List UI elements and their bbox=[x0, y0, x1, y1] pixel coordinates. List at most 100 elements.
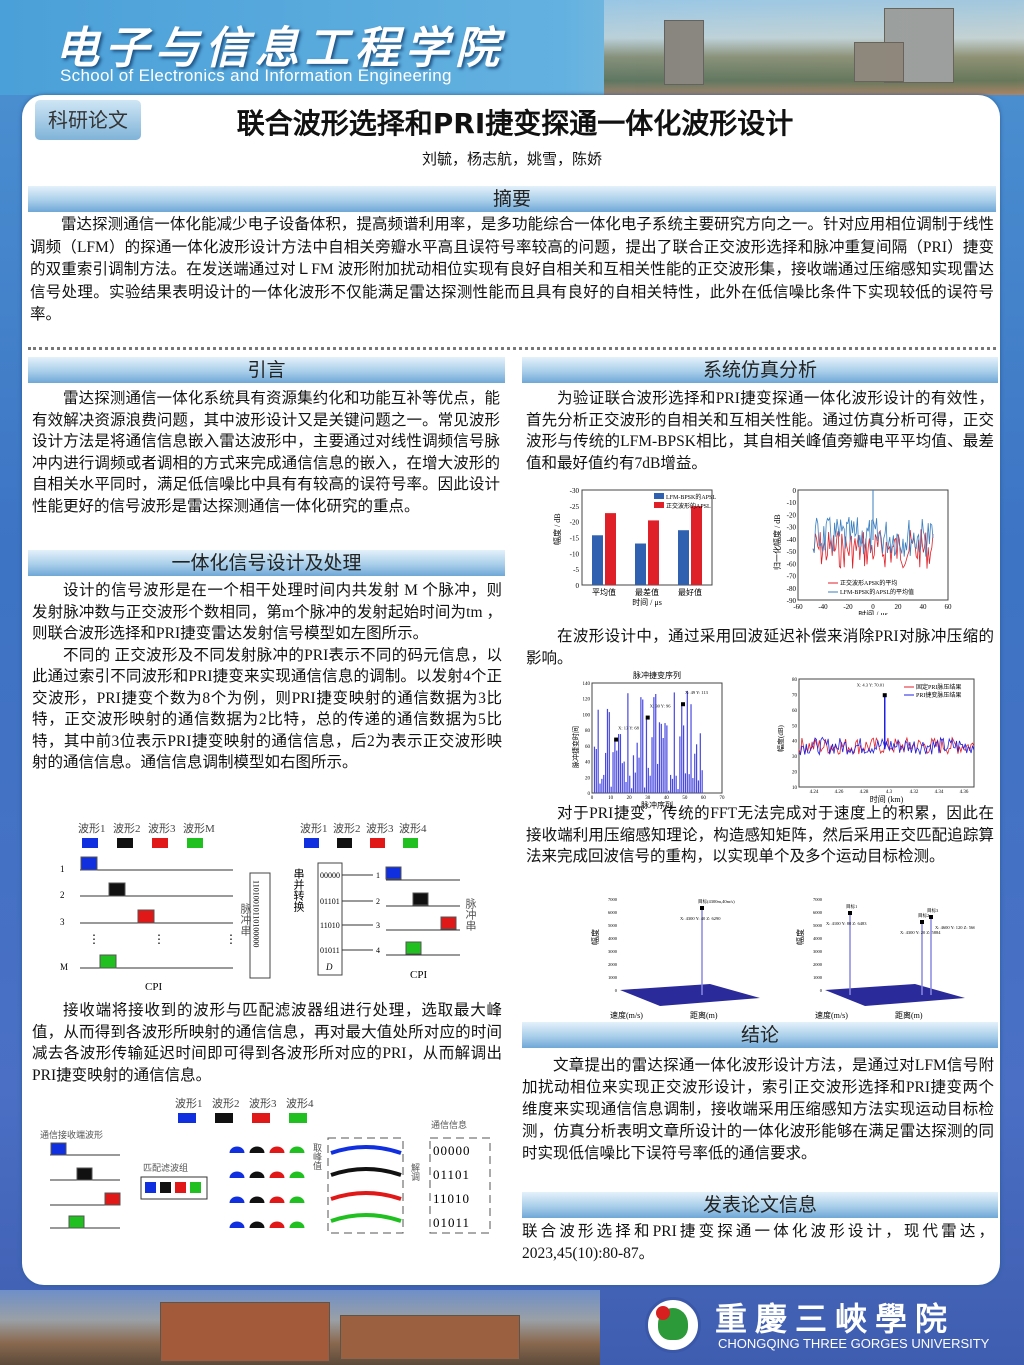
bar bbox=[649, 775, 651, 793]
y-tick-label: 140 bbox=[583, 682, 591, 687]
x-tick-label: 50 bbox=[682, 796, 688, 801]
y-axis-label: 脉冲捷变时间 bbox=[571, 726, 580, 768]
y-tick-label: -30 bbox=[570, 487, 580, 495]
legend-label: LFM-BPSK的APSL bbox=[666, 493, 716, 501]
z-tick-label: 3000 bbox=[608, 949, 618, 954]
authors: 刘毓，杨志航，姚雪，陈娇 bbox=[421, 150, 602, 168]
z-axis-label: 幅度 bbox=[795, 929, 805, 945]
publication-text: 联合波形选择和PRI捷变探通一体化波形设计，现代雷达，2023,45(10):8… bbox=[522, 1223, 994, 1262]
x-tick-label: -20 bbox=[843, 603, 853, 611]
filter-output bbox=[289, 1196, 305, 1204]
bar bbox=[660, 723, 662, 793]
legend-label: 正交波形的APSL bbox=[666, 502, 711, 510]
bar bbox=[675, 775, 677, 793]
filter-output bbox=[229, 1196, 245, 1204]
university-logo bbox=[645, 1297, 701, 1353]
sim-text-2: 在波形设计中，通过采用回波延迟补偿来消除PRI对脉冲压缩的影响。 bbox=[526, 626, 994, 669]
bar bbox=[696, 744, 698, 793]
pri-sequence-chart: 脉冲捷变序列 0 20 40 60 80 100 120 140 0 10 20 30 40 50 60 70 X… bbox=[571, 670, 725, 810]
single-target-3d-chart: 0 1000 2000 3000 4000 5000 6000 7000 目标(4300m,40… bbox=[590, 897, 760, 1020]
bar bbox=[691, 506, 702, 585]
row-label: 3 bbox=[376, 921, 380, 930]
design-paragraph-2: 不同的 正交波形及不同发射脉冲的PRI表示不同的码元信息，以此通过索引不同波形和… bbox=[32, 646, 502, 772]
y-tick-label: -40 bbox=[787, 536, 797, 544]
design-text-2: 接收端将接收到的波形与匹配滤波器组进行处理，选取最大峰值，从而得到各波形所映射的… bbox=[32, 1000, 502, 1086]
ellipsis-dots: ⋮ bbox=[88, 932, 100, 946]
waveform-swatch bbox=[152, 838, 168, 848]
waveform-label: 波形1 bbox=[78, 822, 106, 835]
row-label: 4 bbox=[376, 946, 380, 955]
y-tick-label: 0 bbox=[588, 792, 591, 797]
header-banner: 电子与信息工程学院 School of Electronics and Info… bbox=[0, 0, 1024, 95]
x-tick-label: 10 bbox=[608, 796, 614, 801]
y-tick-label: -20 bbox=[787, 511, 797, 519]
bitstream: 11010010110100000 bbox=[252, 880, 261, 947]
y-tick-label: -50 bbox=[787, 548, 797, 556]
chart-title: 脉冲捷变序列 bbox=[633, 670, 681, 680]
bar bbox=[670, 774, 672, 793]
waveform-label: 波形4 bbox=[399, 822, 427, 835]
filter-output bbox=[289, 1146, 305, 1154]
bar bbox=[634, 772, 636, 793]
waveform-swatch bbox=[304, 838, 319, 848]
filter-output bbox=[249, 1171, 265, 1179]
z-tick-label: 1000 bbox=[813, 975, 823, 980]
y-axis-label: 幅度(dB) bbox=[776, 725, 785, 752]
x-tick-label: 0 bbox=[591, 796, 594, 801]
x-tick-label: 30 bbox=[645, 796, 651, 801]
pulse bbox=[405, 941, 422, 955]
z-tick-label: 5000 bbox=[608, 923, 618, 928]
y-tick-label: -60 bbox=[787, 560, 797, 568]
bar bbox=[694, 753, 696, 793]
school-name-cn: 电子与信息工程学院 bbox=[55, 24, 505, 73]
z-tick-label: 6000 bbox=[608, 910, 618, 915]
y-tick-label: 80 bbox=[585, 729, 591, 734]
x-tick-label: 平均值 bbox=[592, 587, 616, 597]
bar bbox=[616, 750, 618, 793]
datatip: X: 30 Y: 96 bbox=[650, 704, 672, 709]
convert-label: 串并转换 bbox=[292, 868, 305, 913]
waveform-label: 波形1 bbox=[175, 1097, 203, 1110]
code: 11010 bbox=[320, 921, 340, 930]
bar bbox=[692, 778, 694, 793]
x-tick-label: 0 bbox=[871, 603, 875, 611]
datatip-marker bbox=[614, 737, 619, 742]
datatip-marker bbox=[882, 693, 887, 698]
z-axis-label: 幅度 bbox=[590, 929, 600, 945]
row-label: M bbox=[60, 962, 68, 972]
y-tick-label: -70 bbox=[787, 573, 797, 581]
rx-label: 通信接收端波形 bbox=[40, 1129, 103, 1140]
bar bbox=[647, 767, 649, 793]
waveform-swatch bbox=[403, 838, 418, 848]
waveform-swatch bbox=[187, 838, 203, 848]
bar bbox=[618, 734, 620, 793]
bar bbox=[621, 763, 623, 793]
filter-swatch bbox=[145, 1182, 156, 1193]
datatip-marker bbox=[700, 906, 704, 910]
bar bbox=[619, 734, 622, 793]
university-name-en: CHONGQING THREE GORGES UNIVERSITY bbox=[718, 1336, 990, 1351]
filter-output bbox=[289, 1221, 305, 1229]
y-tick-label: -20 bbox=[570, 519, 580, 527]
divider bbox=[28, 347, 996, 350]
peak-trace bbox=[330, 1145, 402, 1155]
datatip-marker bbox=[645, 715, 650, 720]
bar bbox=[638, 757, 640, 793]
filter-swatch bbox=[190, 1182, 201, 1193]
y-tick-label: 80 bbox=[792, 678, 798, 683]
pulse-compression-chart: 10 20 30 40 50 60 70 80 4.24 4.26 4.28 4.3 4.32 4.34 4… bbox=[776, 678, 975, 804]
x-tick-label: 4.3 bbox=[886, 790, 893, 795]
section-header-sim: 系统仿真分析 bbox=[522, 357, 998, 383]
datatip: X: 49 Y: 113 bbox=[685, 690, 709, 695]
bar bbox=[686, 690, 688, 793]
surface bbox=[620, 984, 760, 1006]
legend-label: PRI捷变脉压结果 bbox=[916, 691, 961, 699]
bar bbox=[664, 723, 666, 793]
filter-output bbox=[229, 1146, 245, 1154]
datatip: X: 4300 Y: 20 Z: 5884 bbox=[900, 930, 941, 935]
legend-label: LFM-BPSK的APSL的平均值 bbox=[840, 588, 914, 596]
y-tick-label: -10 bbox=[787, 499, 797, 507]
demod-label: 解调 bbox=[410, 1162, 420, 1182]
pulse bbox=[104, 1192, 121, 1206]
